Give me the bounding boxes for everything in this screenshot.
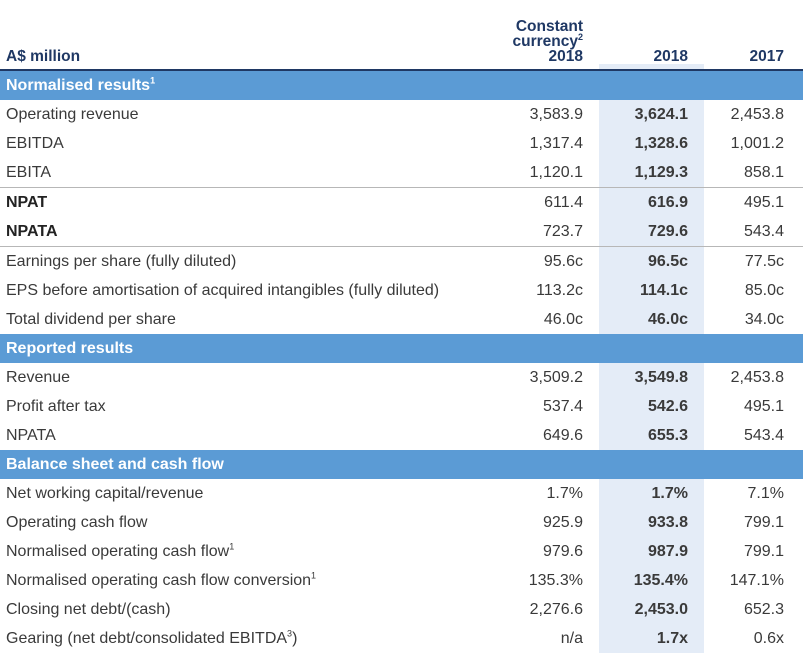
table-row: Closing net debt/(cash) 2,276.6 2,453.0 … <box>6 600 784 618</box>
table-row: Net working capital/revenue 1.7% 1.7% 7.… <box>6 484 784 502</box>
table-header: A$ million Constant currency2 2018 2018 … <box>0 0 803 71</box>
header-2018: 2018 <box>599 0 704 71</box>
table-row: Normalised operating cash flow conversio… <box>6 570 784 589</box>
table-row: NPATA 723.7 729.6 543.4 <box>6 222 784 240</box>
table-row: Gearing (net debt/consolidated EBITDA3) … <box>6 628 784 647</box>
header-label: A$ million <box>0 0 495 71</box>
header-constant-currency: Constant currency2 2018 <box>495 0 599 71</box>
table-row: EPS before amortisation of acquired inta… <box>6 281 784 299</box>
table-row: Revenue 3,509.2 3,549.8 2,453.8 <box>6 368 784 386</box>
table-row: Operating revenue 3,583.9 3,624.1 2,453.… <box>6 105 784 123</box>
table-row: Profit after tax 537.4 542.6 495.1 <box>6 397 784 415</box>
table-row: Operating cash flow 925.9 933.8 799.1 <box>6 513 784 531</box>
table-row: EBITDA 1,317.4 1,328.6 1,001.2 <box>6 134 784 152</box>
table-row: NPAT 611.4 616.9 495.1 <box>0 187 803 217</box>
table-row: Total dividend per share 46.0c 46.0c 34.… <box>6 310 784 328</box>
table-row: EBITA 1,120.1 1,129.3 858.1 <box>6 163 784 181</box>
section-balance-sheet: Balance sheet and cash flow <box>0 450 803 479</box>
table-row: NPATA 649.6 655.3 543.4 <box>6 426 784 444</box>
header-2017: 2017 <box>704 0 803 71</box>
table-row: Normalised operating cash flow1 979.6 98… <box>6 541 784 560</box>
table-row: Earnings per share (fully diluted) 95.6c… <box>0 246 803 276</box>
section-reported: Reported results <box>0 334 803 363</box>
section-normalised: Normalised results1 <box>0 70 803 100</box>
